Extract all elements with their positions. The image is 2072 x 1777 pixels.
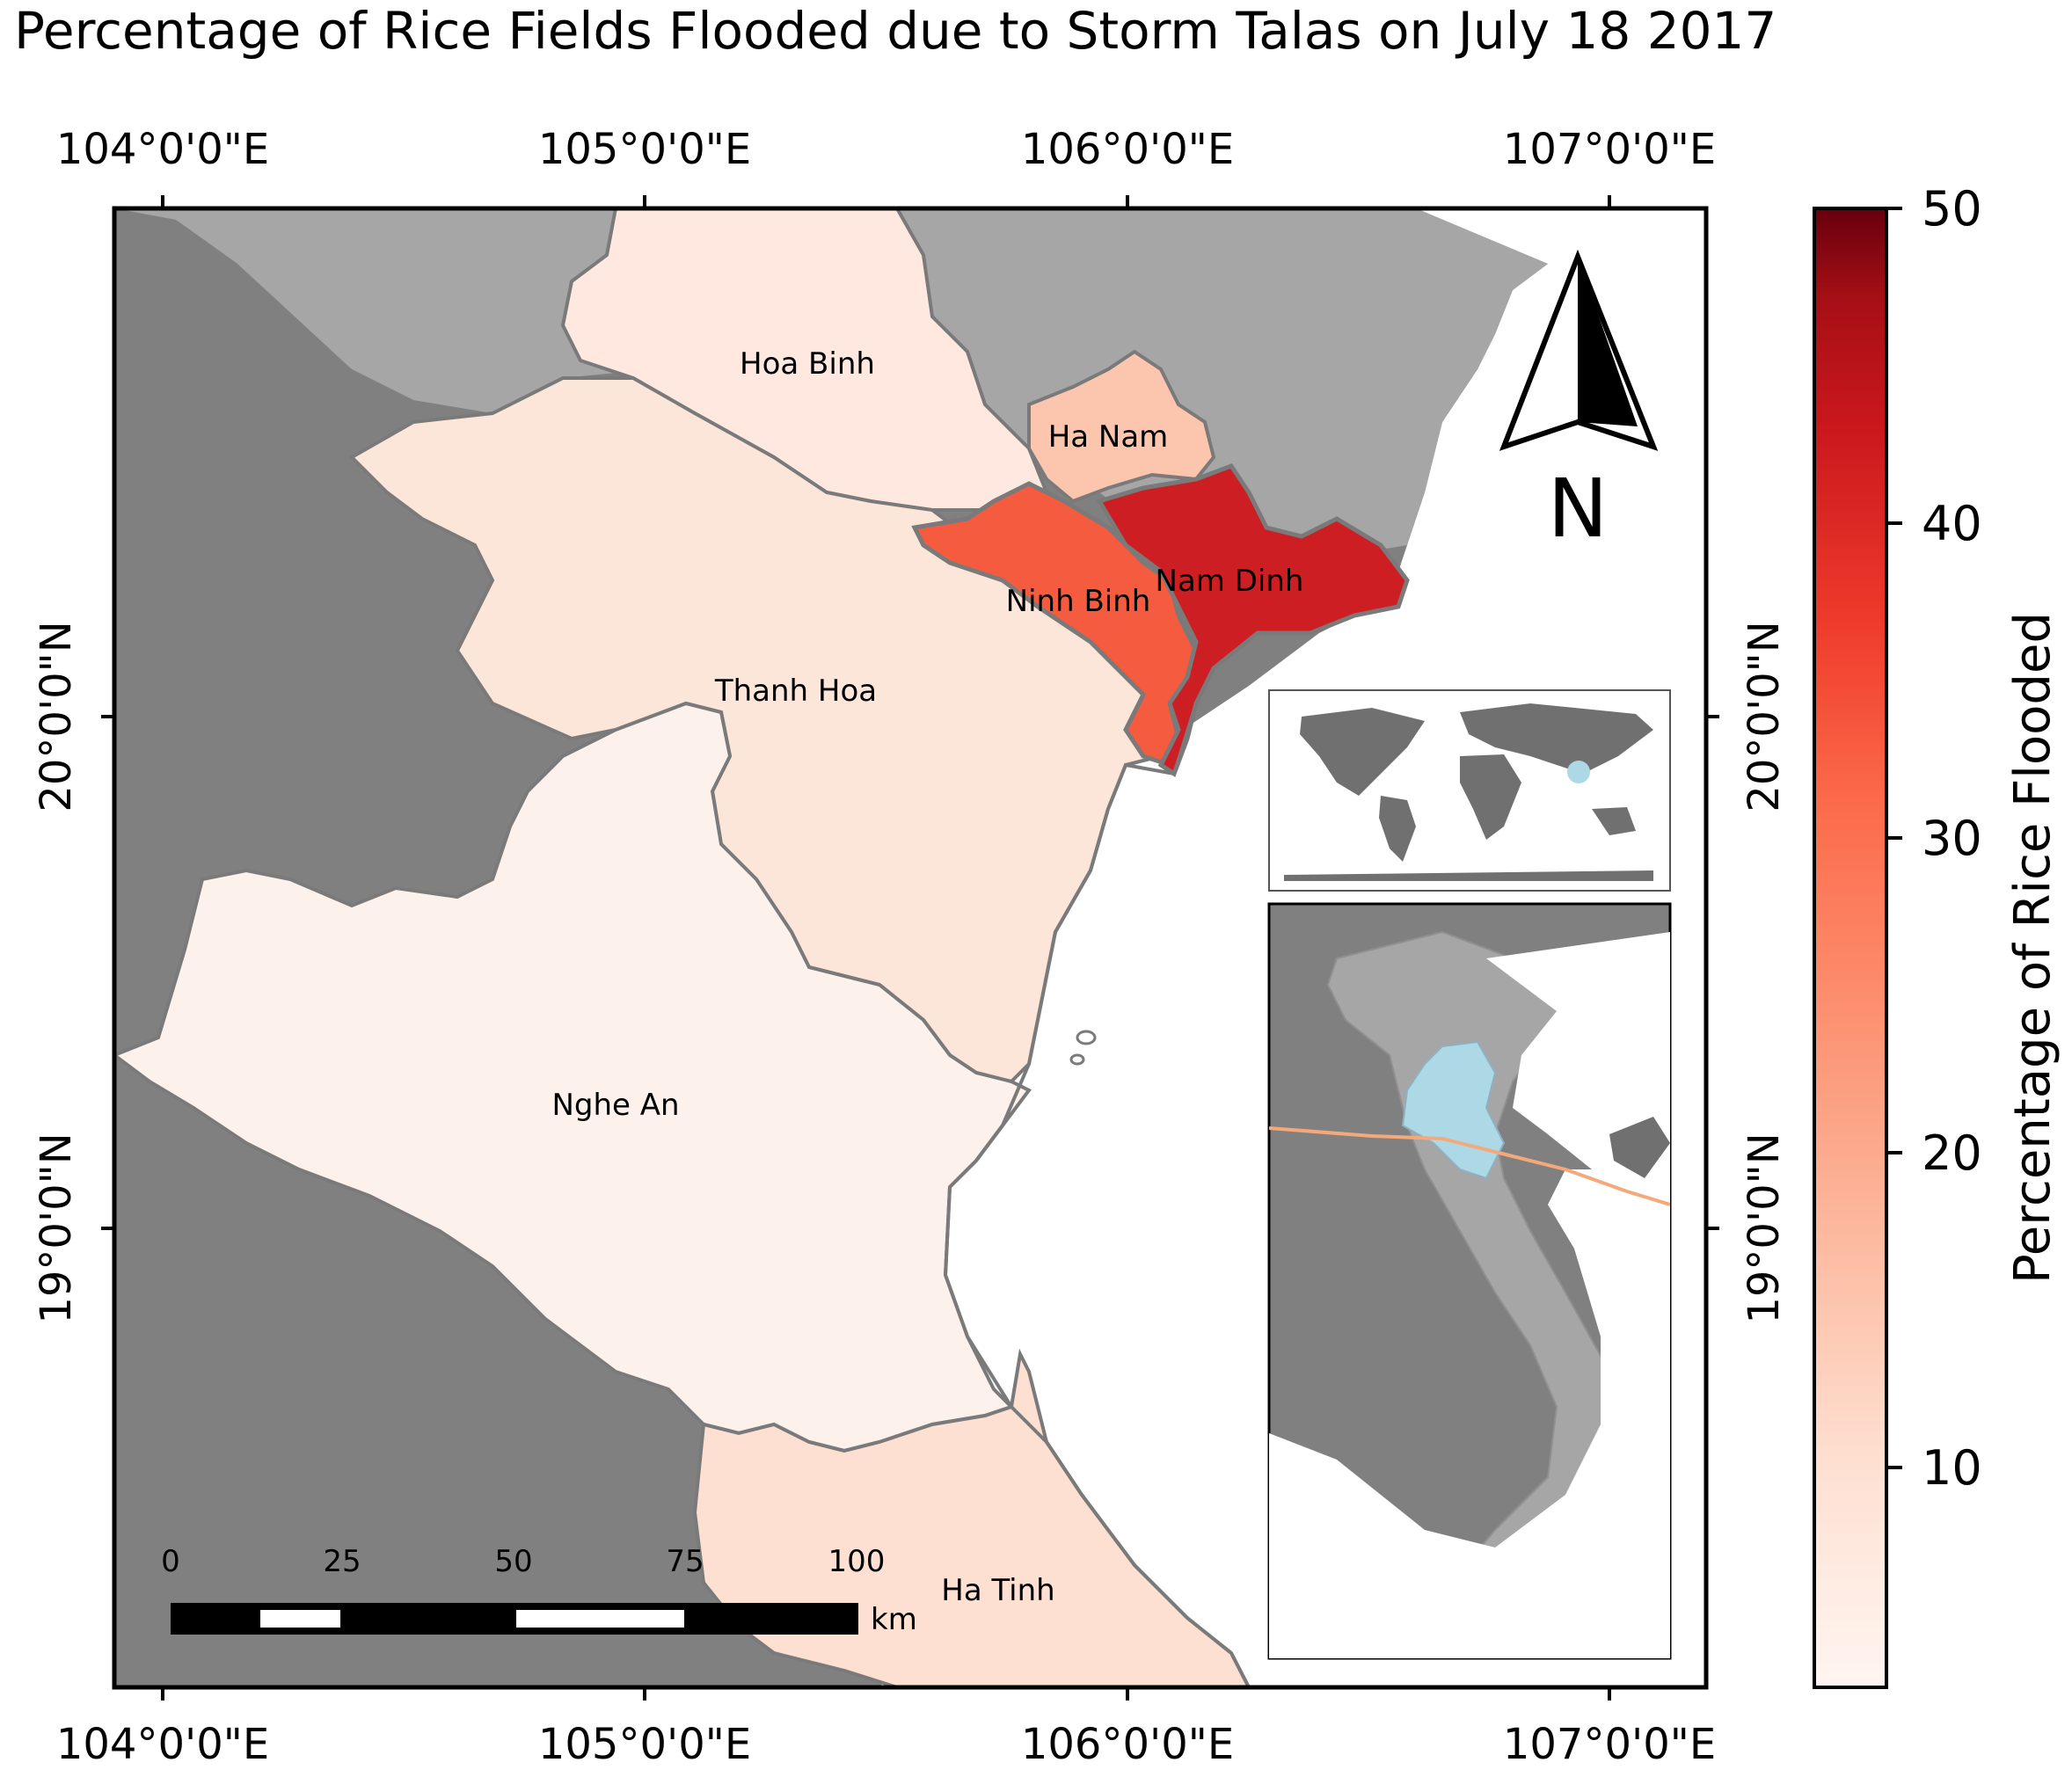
inset-sea-south xyxy=(1269,1169,1670,1658)
tick-marks xyxy=(101,195,1719,1701)
north-label: N xyxy=(1548,462,1609,556)
colorbar: 50 40 30 20 10 Percentage of Rice Floode… xyxy=(1813,181,2061,1689)
lon-label-top-107: 107°0'0"E xyxy=(1503,125,1716,174)
australia-shape xyxy=(1592,807,1636,835)
colorbar-label: Percentage of Rice Flooded xyxy=(2004,612,2061,1284)
island xyxy=(1069,1053,1085,1066)
scale-label-50: 50 xyxy=(494,1544,532,1579)
scale-unit: km xyxy=(871,1602,917,1637)
label-thanh-hoa: Thanh Hoa xyxy=(714,674,877,709)
scale-label-75: 75 xyxy=(666,1544,704,1579)
coastline xyxy=(943,579,1409,1687)
inset-sea-north xyxy=(1486,932,1670,1169)
colorbar-tick-20: 20 xyxy=(1922,1125,1982,1181)
lon-label-bottom-106: 106°0'0"E xyxy=(1021,1720,1234,1769)
lat-label-left-19: 19°0'0"N xyxy=(32,1132,81,1323)
lon-label-top-106: 106°0'0"E xyxy=(1021,125,1234,174)
label-ha-nam: Ha Nam xyxy=(1048,419,1169,455)
lon-label-bottom-105: 105°0'0"E xyxy=(538,1720,751,1769)
scale-label-0: 0 xyxy=(161,1544,180,1579)
colorbar-tick-30: 30 xyxy=(1922,811,1982,866)
colorbar-gradient xyxy=(1813,207,1888,1689)
label-ninh-binh: Ninh Binh xyxy=(1006,584,1151,619)
lon-label-top-104: 104°0'0"E xyxy=(56,125,269,174)
north-america-shape xyxy=(1300,708,1425,796)
colorbar-tick-50: 50 xyxy=(1922,181,1982,237)
north-arrow: N xyxy=(1499,249,1659,556)
vietnam-highlight-marker xyxy=(1567,761,1590,783)
label-nghe-an: Nghe An xyxy=(551,1088,679,1123)
antarctica-shape xyxy=(1284,870,1653,881)
scale-label-100: 100 xyxy=(828,1544,886,1579)
lon-label-bottom-107: 107°0'0"E xyxy=(1503,1720,1716,1769)
africa-shape xyxy=(1460,754,1521,840)
lat-label-left-20: 20°0'0"N xyxy=(32,621,81,812)
map-frame xyxy=(112,206,1709,1690)
south-america-shape xyxy=(1379,796,1416,862)
island xyxy=(1076,1030,1097,1045)
province-ha-nam xyxy=(1027,349,1216,504)
colorbar-tick-40: 40 xyxy=(1922,496,1982,551)
lon-label-bottom-104: 104°0'0"E xyxy=(56,1720,269,1769)
vietnam-locator-inset xyxy=(1267,902,1672,1660)
label-hoa-binh: Hoa Binh xyxy=(740,346,875,382)
lat-label-right-20: 20°0'0"N xyxy=(1740,621,1789,812)
scale-label-25: 25 xyxy=(323,1544,361,1579)
colorbar-tick-10: 10 xyxy=(1922,1440,1982,1496)
map-title: Percentage of Rice Fields Flooded due to… xyxy=(14,1,1777,61)
label-ha-tinh: Ha Tinh xyxy=(941,1573,1054,1608)
main-map: Hoa Binh Ha Nam Ninh Binh Nam Dinh Thanh… xyxy=(114,208,1706,1687)
scale-bar: 0 25 50 75 100 km xyxy=(161,1544,917,1637)
lat-label-right-19: 19°0'0"N xyxy=(1740,1132,1789,1323)
province-nghe-an xyxy=(114,701,1032,1453)
eurasia-shape xyxy=(1460,703,1653,774)
lon-label-top-105: 105°0'0"E xyxy=(538,125,751,174)
label-nam-dinh: Nam Dinh xyxy=(1156,564,1304,599)
study-area-highlight xyxy=(1401,1040,1506,1180)
storm-track-line xyxy=(1269,1126,1670,1206)
hainan-shape xyxy=(1609,1117,1670,1178)
world-overview-inset xyxy=(1268,689,1671,892)
